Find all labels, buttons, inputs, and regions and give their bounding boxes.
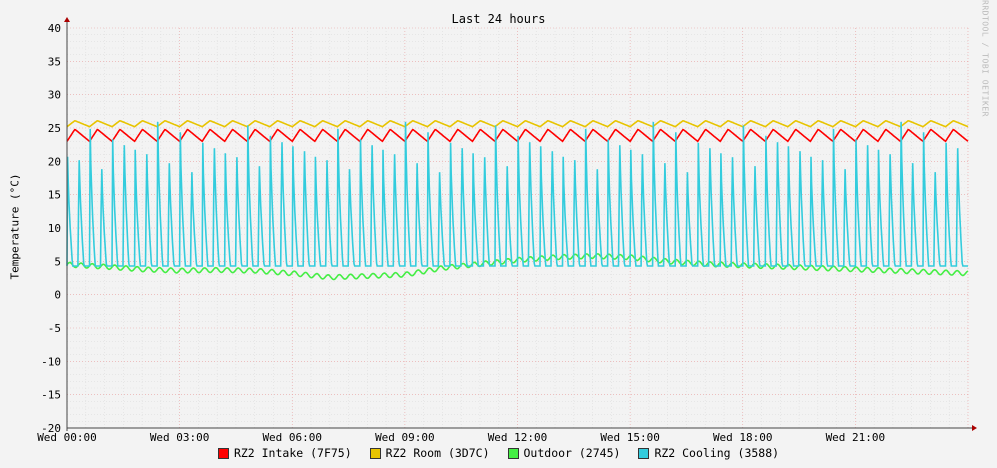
x-tick-label: Wed 12:00: [488, 431, 548, 444]
y-tick-label: 5: [54, 255, 61, 268]
y-tick-label: -15: [41, 389, 61, 402]
y-tick-label: 30: [48, 89, 61, 102]
legend-label-outdoor: Outdoor (2745): [523, 446, 621, 460]
y-tick-label: 15: [48, 189, 61, 202]
grid: [66, 27, 969, 429]
legend-swatch-intake: [217, 447, 229, 459]
x-axis-arrow: [972, 425, 977, 431]
x-tick-label: Wed 18:00: [713, 431, 773, 444]
legend-item-intake: RZ2 Intake (7F75): [217, 446, 352, 460]
y-ticks: 40 35 30 25 20 15 10 5 0 -5 -10 -15 -20: [41, 22, 61, 435]
y-tick-label: -20: [41, 422, 61, 435]
x-tick-label: Wed 06:00: [262, 431, 322, 444]
y-tick-label: 35: [48, 55, 61, 68]
x-ticks: Wed 00:00 Wed 03:00 Wed 06:00 Wed 09:00 Wed …: [37, 431, 885, 444]
legend-swatch-room: [369, 447, 381, 459]
legend-item-outdoor: Outdoor (2745): [507, 446, 621, 460]
series-group: [66, 119, 969, 281]
series-line-3: [66, 121, 968, 267]
legend-label-intake: RZ2 Intake (7F75): [233, 446, 352, 460]
y-tick-label: 0: [54, 289, 61, 302]
x-tick-label: Wed 00:00: [37, 431, 97, 444]
y-tick-label: -10: [41, 355, 61, 368]
chart-title: Last 24 hours: [451, 12, 546, 26]
series-line-1: [66, 119, 969, 128]
x-tick-label: Wed 09:00: [375, 431, 435, 444]
y-tick-label: 20: [48, 155, 61, 168]
legend-swatch-cooling: [638, 447, 650, 459]
axes: [64, 17, 977, 431]
legend-swatch-outdoor: [507, 447, 519, 459]
y-tick-label: 10: [48, 222, 61, 235]
x-tick-label: Wed 03:00: [150, 431, 210, 444]
x-tick-label: Wed 21:00: [826, 431, 886, 444]
x-tick-label: Wed 15:00: [600, 431, 660, 444]
legend-label-cooling: RZ2 Cooling (3588): [654, 446, 780, 460]
y-tick-label: -5: [48, 322, 61, 335]
legend: RZ2 Intake (7F75) RZ2 Room (3D7C) Outdoo…: [0, 446, 997, 460]
legend-item-room: RZ2 Room (3D7C): [369, 446, 490, 460]
y-tick-label: 40: [48, 22, 61, 35]
y-axis-arrow: [64, 17, 70, 22]
y-tick-label: 25: [48, 122, 61, 135]
legend-label-room: RZ2 Room (3D7C): [385, 446, 490, 460]
legend-item-cooling: RZ2 Cooling (3588): [638, 446, 779, 460]
